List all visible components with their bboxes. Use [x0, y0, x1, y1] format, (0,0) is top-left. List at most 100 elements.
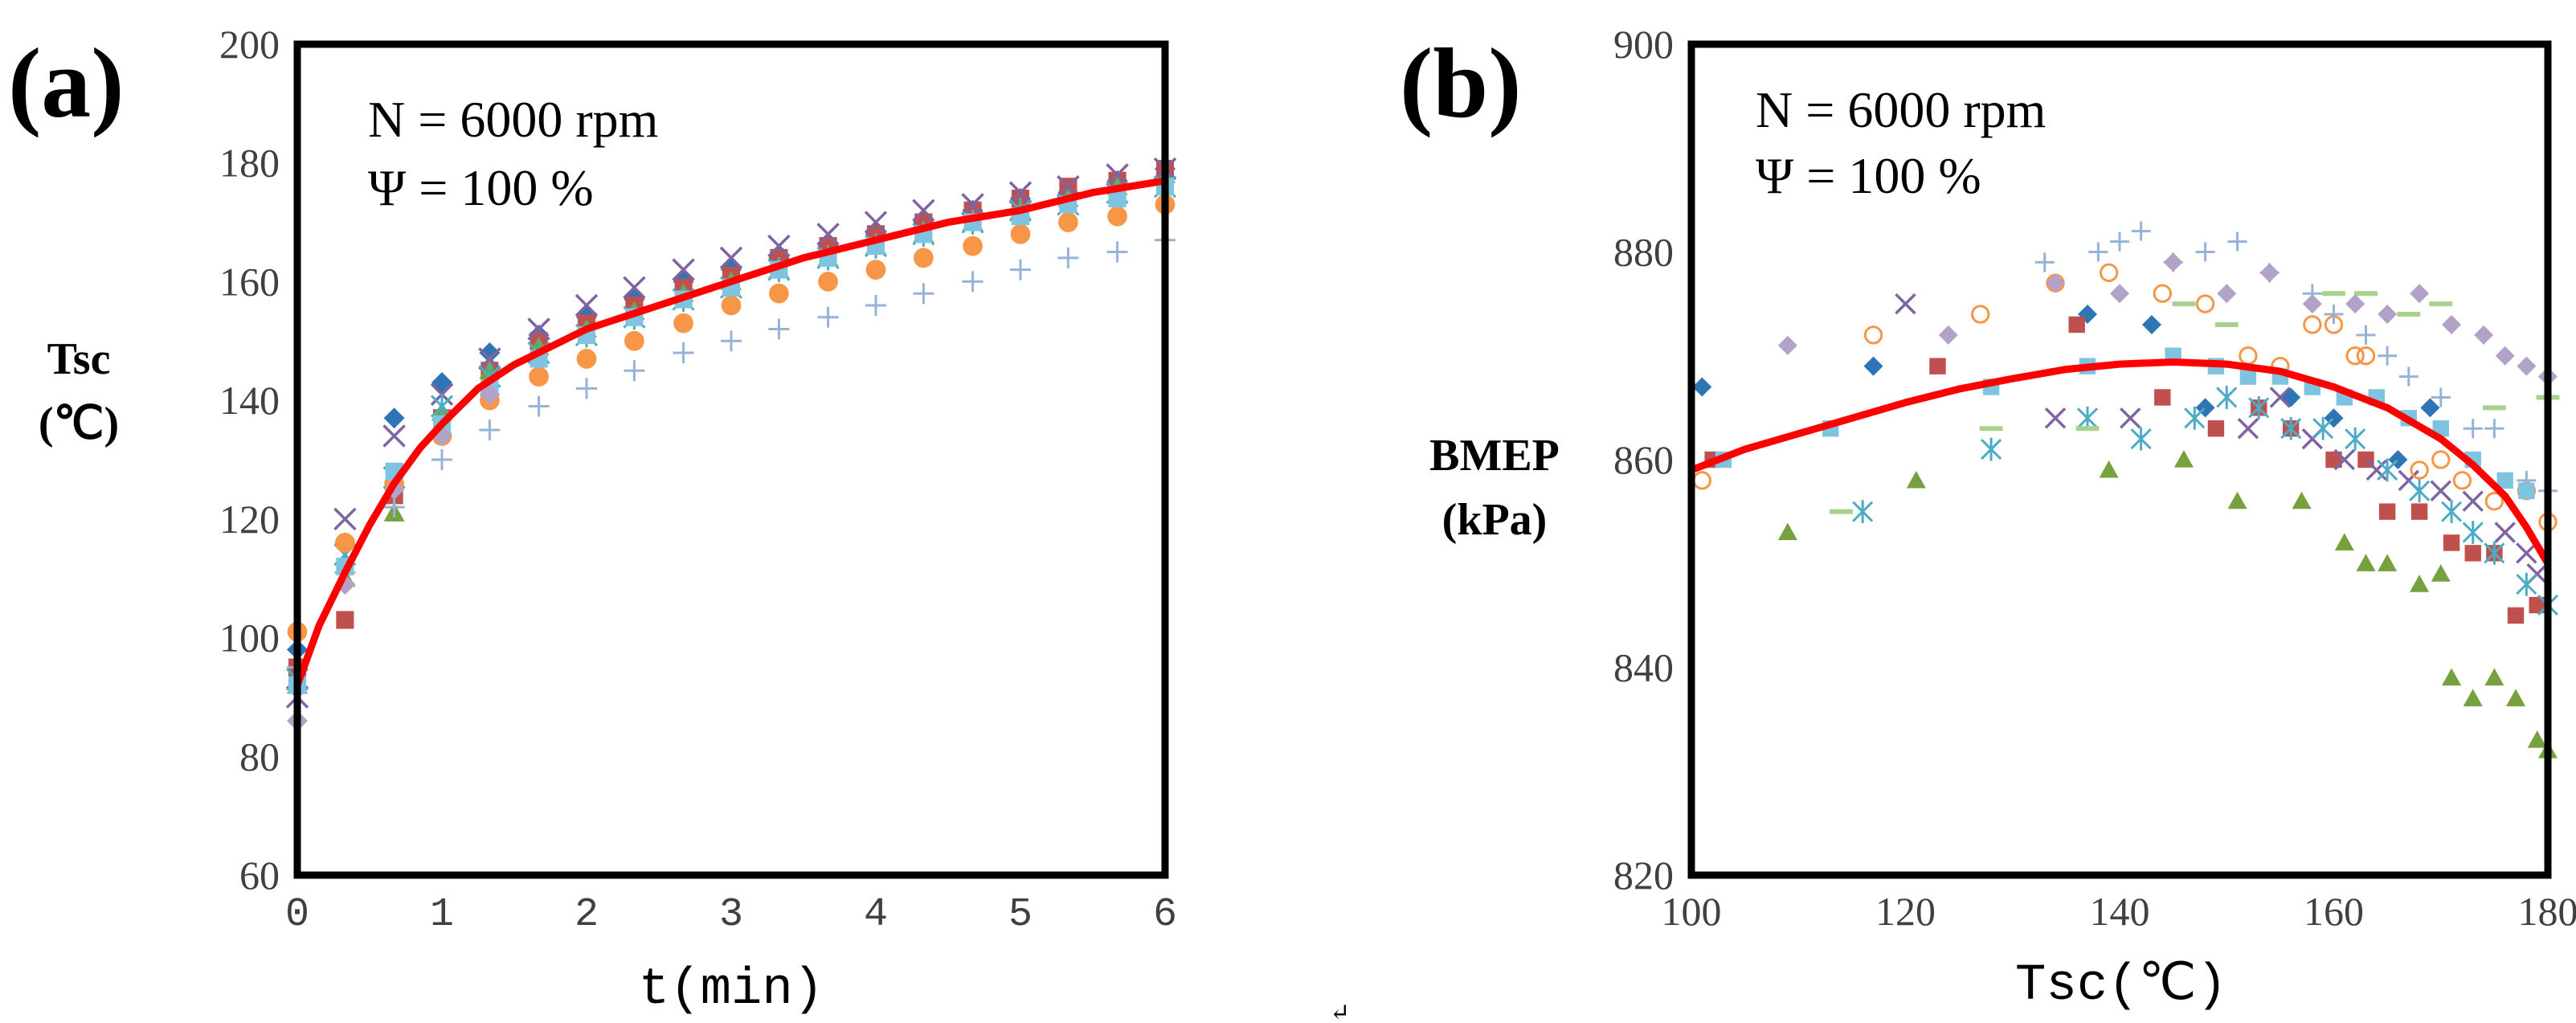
x-tick-label: 6 [1153, 892, 1177, 938]
data-point [864, 211, 888, 234]
data-point [528, 395, 550, 417]
data-point [2303, 315, 2322, 334]
data-point [2259, 263, 2280, 283]
data-point [2195, 242, 2215, 262]
data-point [624, 330, 644, 351]
data-point [2529, 596, 2545, 614]
data-point [478, 347, 501, 370]
data-point [2463, 689, 2483, 706]
data-point [2516, 572, 2537, 596]
y-tick-label: 80 [239, 734, 280, 779]
data-point [2130, 427, 2152, 451]
data-point [672, 258, 695, 281]
panel-b-ylabel-line2: (kPa) [1442, 495, 1548, 545]
panel-b-annotation-rpm: N = 6000 rpm [1756, 81, 2046, 138]
data-point [2356, 346, 2376, 366]
data-point [817, 306, 839, 328]
data-point [2195, 294, 2215, 313]
data-point [963, 235, 983, 256]
data-point [1777, 522, 1797, 541]
data-point [2378, 305, 2398, 325]
panel-a-ylabel-line1: Tsc [47, 334, 111, 384]
x-tick-label: 180 [2518, 889, 2576, 934]
data-point [2173, 450, 2194, 468]
data-point [479, 419, 501, 441]
data-point [721, 295, 742, 316]
data-point [2044, 407, 2067, 429]
data-point [2484, 419, 2504, 439]
y-tick-label: 60 [239, 853, 280, 898]
series-s7 [287, 229, 1176, 678]
data-point [2227, 491, 2247, 509]
y-tick-label: 100 [219, 616, 280, 661]
data-point [2365, 459, 2388, 481]
return-mark: ↵ [1330, 1000, 1350, 1023]
data-point [2333, 448, 2356, 471]
data-point [1010, 223, 1031, 244]
y-tick-label: 820 [1613, 853, 1674, 898]
x-tick-label: 120 [1875, 889, 1936, 934]
data-point [865, 294, 886, 316]
data-point [2441, 500, 2463, 524]
data-point [2163, 252, 2183, 272]
data-point [912, 198, 935, 223]
data-point [2217, 284, 2237, 304]
data-point [1106, 163, 1129, 186]
panel-a-label: (a) [8, 28, 125, 138]
series-s8 [1830, 291, 2560, 514]
data-point [2431, 564, 2451, 582]
data-point [2442, 668, 2462, 686]
data-point [2378, 503, 2396, 520]
data-point [2517, 356, 2537, 376]
data-point [2324, 305, 2344, 325]
data-point [2068, 316, 2085, 333]
panel-b-xlabel: Tsc(℃) [2015, 957, 2227, 1015]
data-point [1107, 206, 1127, 227]
x-tick-label: 3 [719, 892, 743, 938]
data-point [1692, 377, 1712, 397]
fit-curve [293, 177, 1169, 690]
data-point [1777, 335, 1797, 355]
data-point [382, 424, 406, 448]
x-tick-label: 0 [285, 892, 309, 938]
data-point [865, 260, 886, 280]
x-tick-label: 2 [574, 892, 599, 938]
data-point [719, 246, 743, 270]
panel-a-xlabel: t(min) [639, 961, 824, 1019]
panel-b-frame [1687, 40, 2552, 879]
data-point [2484, 668, 2504, 686]
fit-curve [1687, 358, 2552, 567]
panel-b-ylabel: BMEP (kPa) [1429, 431, 1560, 545]
y-tick-label: 120 [219, 497, 280, 542]
data-point [1863, 325, 1883, 345]
data-point [2527, 730, 2547, 748]
data-point [2280, 416, 2302, 440]
data-point [769, 283, 789, 304]
series-s2 [288, 160, 1175, 677]
data-point [913, 283, 934, 305]
data-point [816, 223, 840, 246]
data-point [2474, 325, 2494, 345]
data-point [2334, 533, 2354, 550]
data-point [2463, 419, 2483, 439]
data-point [2409, 479, 2431, 503]
data-point [2484, 541, 2505, 565]
data-point [1906, 470, 1926, 489]
data-point [2184, 406, 2206, 430]
panel-b-annotation-psi: Ψ = 100 % [1756, 147, 1981, 204]
data-point [2216, 386, 2238, 409]
data-point [2302, 294, 2322, 314]
data-point [2345, 294, 2365, 314]
data-point [2207, 420, 2225, 437]
series-s4 [285, 157, 1177, 709]
panel-a-plot: 0 1 2 3 4 5 6 60 80 100 120 140 160 180 200 [219, 22, 1177, 938]
data-point [2034, 252, 2055, 272]
data-point [1863, 356, 1883, 376]
data-point [2345, 427, 2366, 451]
x-tick-label: 5 [1008, 892, 1032, 938]
data-point [2120, 407, 2141, 429]
y-tick-label: 900 [1613, 22, 1674, 67]
series-s9 [1777, 252, 2558, 387]
panel-a-ylabel-line2: (℃) [39, 399, 119, 448]
data-point [2410, 460, 2429, 480]
